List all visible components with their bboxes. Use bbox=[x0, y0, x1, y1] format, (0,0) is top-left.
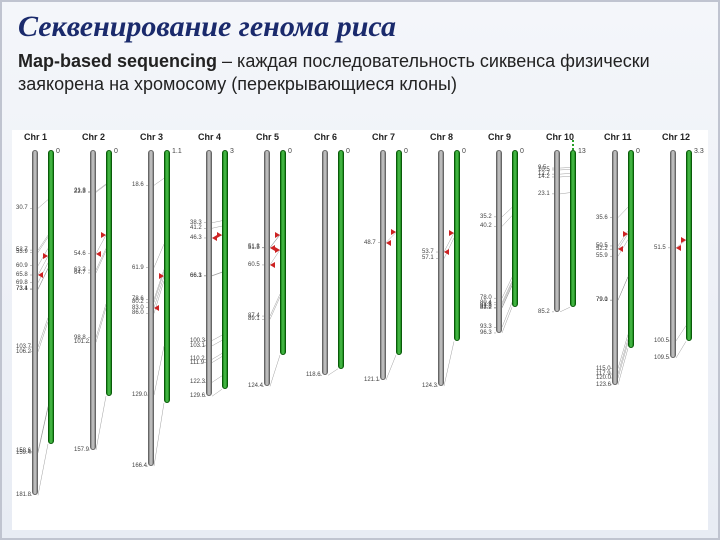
connector-lines bbox=[364, 130, 422, 390]
tick-label: 22.3 bbox=[74, 189, 86, 195]
centromere-marker bbox=[391, 229, 396, 235]
tick-label: 100.5 bbox=[654, 338, 669, 344]
slide-subtitle: Map-based sequencing – каждая последоват… bbox=[0, 48, 720, 103]
tick-label: 100.3 bbox=[190, 338, 205, 344]
tick-label: 53.7 bbox=[422, 249, 434, 255]
centromere-marker bbox=[96, 251, 101, 257]
tick-label: 83.2 bbox=[480, 305, 492, 311]
tick-label: 30.7 bbox=[16, 205, 28, 211]
centromere-marker bbox=[217, 232, 222, 238]
tick-label: 121.1 bbox=[364, 377, 379, 383]
centromere-marker bbox=[444, 249, 449, 255]
tick-label: 96.3 bbox=[480, 330, 492, 336]
centromere-marker bbox=[275, 232, 280, 238]
tick-label: 111.9 bbox=[190, 360, 204, 366]
tick-label: 65.8 bbox=[16, 272, 28, 278]
chromosome-column: Chr 8053.757.1124.3 bbox=[422, 130, 480, 530]
tick-label: 48.7 bbox=[364, 240, 376, 246]
tick-label: 78.6 bbox=[132, 296, 144, 302]
tick-label: 85.2 bbox=[538, 309, 550, 315]
tick-label: 157.9 bbox=[74, 447, 89, 453]
subtitle-lead: Map-based sequencing bbox=[18, 51, 217, 71]
tick-label: 51.5 bbox=[248, 245, 260, 251]
centromere-marker bbox=[618, 246, 623, 252]
centromere-marker bbox=[386, 240, 391, 246]
tick-label: 124.4 bbox=[248, 383, 263, 389]
tick-label: 40.2 bbox=[480, 223, 492, 229]
tick-label: 86.0 bbox=[132, 310, 144, 316]
centromere-marker bbox=[101, 232, 106, 238]
tick-label: 123.6 bbox=[596, 382, 611, 388]
tick-label: 159.4 bbox=[16, 450, 31, 456]
centromere-marker bbox=[38, 272, 43, 278]
chromosome-column: Chr 4338.341.246.366.366.1103.1100.3110.… bbox=[190, 130, 248, 530]
centromere-marker bbox=[623, 231, 628, 237]
connector-lines bbox=[74, 130, 132, 460]
centromere-marker bbox=[681, 237, 686, 243]
tick-label: 89.1 bbox=[248, 316, 260, 322]
tick-label: 69.8 bbox=[16, 280, 28, 286]
centromere-marker bbox=[154, 305, 159, 311]
tick-label: 61.9 bbox=[132, 265, 144, 271]
centromere-marker bbox=[676, 245, 681, 251]
connector-lines bbox=[422, 130, 480, 396]
tick-label: 101.2 bbox=[74, 339, 89, 345]
tick-label: 129.6 bbox=[190, 393, 205, 399]
tick-label: 120.0 bbox=[596, 375, 611, 381]
tick-label: 35.2 bbox=[480, 214, 492, 220]
tick-label: 122.3 bbox=[190, 379, 205, 385]
centromere-marker bbox=[270, 262, 275, 268]
centromere-marker bbox=[43, 253, 48, 259]
tick-label: 118.6 bbox=[306, 372, 321, 378]
tick-label: 41.2 bbox=[190, 225, 202, 231]
tick-label: 60.5 bbox=[248, 262, 260, 268]
tick-label: 66.1 bbox=[190, 273, 202, 279]
tick-label: 53.9 bbox=[16, 249, 28, 255]
tick-label: 129.0 bbox=[132, 392, 147, 398]
tick-label: 103.1 bbox=[190, 343, 205, 349]
tick-label: 57.1 bbox=[422, 255, 434, 261]
chromosome-column: Chr 9035.240.278.080.481.582.883.293.396… bbox=[480, 130, 538, 530]
tick-label: 181.8 bbox=[16, 492, 31, 498]
tick-label: 124.3 bbox=[422, 383, 437, 389]
slide-title: Секвенирование генома риса bbox=[0, 0, 720, 48]
tick-label: 54.6 bbox=[74, 251, 86, 257]
connector-lines bbox=[306, 130, 364, 385]
tick-label: 14.2 bbox=[538, 174, 550, 180]
tick-label: 79.0 bbox=[596, 297, 608, 303]
tick-label: 73.4 bbox=[16, 286, 28, 292]
tick-label: 109.5 bbox=[654, 355, 669, 361]
chromosome-column: Chr 2021.822.354.663.264.798.8101.2157.9 bbox=[74, 130, 132, 530]
chromosome-column: Chr 11035.650.552.255.979.179.0115.0117.… bbox=[596, 130, 654, 530]
tick-label: 46.3 bbox=[190, 235, 202, 241]
chromosome-diagram: Chr 1030.752.753.960.965.869.873.173.410… bbox=[12, 130, 708, 530]
centromere-marker bbox=[275, 247, 280, 253]
chromosome-column: Chr 1030.752.753.960.965.869.873.173.410… bbox=[16, 130, 74, 530]
tick-label: 35.6 bbox=[596, 215, 608, 221]
tick-label: 52.2 bbox=[596, 246, 608, 252]
chromosome-column: Chr 60118.6 bbox=[306, 130, 364, 530]
tick-label: 18.6 bbox=[132, 182, 144, 188]
tick-label: 23.1 bbox=[538, 191, 550, 197]
chromosome-column: Chr 10139.510.512.714.223.185.2 bbox=[538, 130, 596, 530]
chromosome-column: Chr 31.118.661.980.278.683.086.0129.0166… bbox=[132, 130, 190, 530]
chromosome-column: Chr 123.351.5100.5109.5 bbox=[654, 130, 712, 530]
tick-label: 55.9 bbox=[596, 253, 608, 259]
centromere-marker bbox=[159, 273, 164, 279]
tick-label: 166.4 bbox=[132, 463, 147, 469]
tick-label: 106.2 bbox=[16, 349, 31, 355]
tick-label: 60.9 bbox=[16, 263, 28, 269]
chromosome-column: Chr 7048.7121.1 bbox=[364, 130, 422, 530]
connector-lines bbox=[538, 130, 596, 322]
chromosome-column: Chr 5051.351.560.587.489.1124.4 bbox=[248, 130, 306, 530]
connector-lines bbox=[596, 130, 654, 395]
tick-label: 51.5 bbox=[654, 245, 666, 251]
centromere-marker bbox=[449, 230, 454, 236]
tick-label: 64.7 bbox=[74, 270, 86, 276]
